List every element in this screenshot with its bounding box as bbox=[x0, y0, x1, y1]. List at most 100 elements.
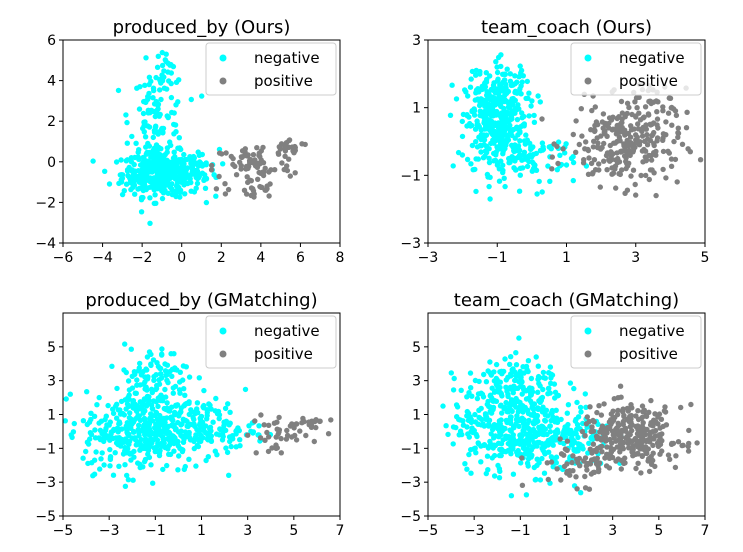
point-positive bbox=[598, 412, 605, 418]
point-negative bbox=[526, 426, 532, 432]
point-negative bbox=[150, 134, 156, 141]
point-negative bbox=[499, 428, 505, 434]
point-negative bbox=[523, 492, 530, 498]
point-negative bbox=[512, 73, 518, 79]
x-tick-label: 2 bbox=[217, 250, 226, 266]
point-negative bbox=[529, 159, 535, 165]
point-negative bbox=[204, 409, 210, 416]
point-positive bbox=[661, 408, 668, 414]
point-negative bbox=[490, 100, 496, 106]
point-positive bbox=[328, 417, 334, 423]
point-positive bbox=[675, 125, 681, 131]
point-negative bbox=[547, 390, 553, 396]
point-negative bbox=[528, 375, 535, 382]
point-negative bbox=[147, 195, 153, 201]
point-negative bbox=[189, 164, 196, 170]
point-positive bbox=[564, 447, 570, 453]
point-negative bbox=[468, 385, 474, 391]
point-negative bbox=[161, 68, 167, 74]
point-negative bbox=[107, 463, 113, 469]
point-positive bbox=[638, 437, 644, 444]
point-negative bbox=[523, 431, 529, 437]
point-negative bbox=[519, 379, 525, 385]
point-negative bbox=[112, 450, 118, 456]
point-negative bbox=[211, 172, 217, 178]
point-negative bbox=[143, 375, 150, 381]
point-negative bbox=[143, 384, 149, 390]
point-negative bbox=[97, 427, 104, 433]
point-positive bbox=[261, 422, 267, 428]
point-negative bbox=[161, 74, 167, 80]
point-negative bbox=[138, 209, 145, 215]
point-negative bbox=[152, 192, 158, 198]
point-positive bbox=[274, 419, 280, 425]
point-negative bbox=[137, 360, 143, 367]
point-negative bbox=[142, 456, 149, 463]
point-negative bbox=[185, 422, 192, 428]
point-negative bbox=[468, 161, 474, 167]
point-negative bbox=[187, 156, 193, 162]
point-positive bbox=[629, 422, 635, 428]
legend: negative positive bbox=[570, 315, 702, 369]
point-positive bbox=[612, 140, 618, 146]
point-negative bbox=[563, 162, 570, 168]
point-negative bbox=[131, 369, 138, 375]
point-negative bbox=[188, 407, 194, 413]
point-positive bbox=[583, 421, 590, 427]
point-negative bbox=[169, 416, 175, 422]
point-negative bbox=[129, 373, 135, 379]
point-negative bbox=[546, 438, 552, 445]
point-negative bbox=[194, 400, 201, 406]
point-positive bbox=[654, 109, 660, 115]
point-negative bbox=[555, 139, 562, 145]
point-negative bbox=[169, 433, 175, 440]
point-negative bbox=[135, 177, 141, 183]
point-negative bbox=[514, 124, 520, 130]
point-negative bbox=[477, 68, 483, 75]
legend-box bbox=[205, 315, 337, 369]
point-positive bbox=[277, 146, 284, 152]
point-negative bbox=[557, 152, 563, 158]
point-positive bbox=[618, 120, 624, 127]
point-negative bbox=[530, 406, 536, 412]
point-positive bbox=[519, 455, 525, 461]
point-negative bbox=[158, 371, 164, 377]
legend-label-negative: negative bbox=[254, 49, 320, 67]
point-negative bbox=[198, 424, 204, 430]
point-negative bbox=[492, 433, 499, 439]
point-negative bbox=[482, 148, 489, 154]
point-negative bbox=[178, 432, 184, 439]
point-negative bbox=[152, 113, 158, 120]
point-negative bbox=[491, 422, 497, 428]
point-positive bbox=[259, 184, 265, 190]
point-negative bbox=[135, 460, 141, 466]
point-positive bbox=[551, 141, 557, 147]
x-tick-label: −6 bbox=[53, 250, 74, 266]
point-negative bbox=[528, 103, 534, 109]
point-negative bbox=[136, 422, 142, 428]
point-positive bbox=[539, 116, 545, 122]
point-negative bbox=[92, 427, 98, 433]
point-negative bbox=[496, 88, 503, 95]
point-positive bbox=[604, 167, 610, 173]
point-negative bbox=[131, 161, 137, 168]
point-negative bbox=[585, 450, 591, 456]
point-negative bbox=[205, 437, 211, 443]
point-negative bbox=[164, 377, 170, 383]
point-negative bbox=[126, 431, 132, 437]
x-tick-label: −2 bbox=[132, 250, 153, 266]
point-negative bbox=[569, 435, 575, 441]
y-tick-label: 5 bbox=[412, 340, 421, 356]
point-positive bbox=[675, 439, 682, 445]
point-negative bbox=[125, 378, 132, 384]
point-negative bbox=[153, 142, 160, 148]
point-negative bbox=[509, 408, 515, 414]
point-positive bbox=[628, 123, 634, 129]
point-positive bbox=[591, 157, 598, 163]
point-negative bbox=[146, 177, 152, 183]
point-negative bbox=[493, 59, 499, 65]
point-negative bbox=[186, 374, 193, 380]
point-negative bbox=[196, 375, 202, 381]
point-negative bbox=[198, 432, 204, 439]
point-negative bbox=[498, 368, 505, 374]
